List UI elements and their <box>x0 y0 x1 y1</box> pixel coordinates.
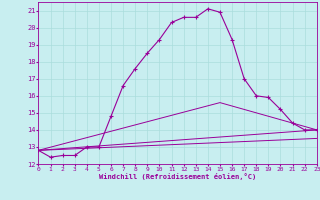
X-axis label: Windchill (Refroidissement éolien,°C): Windchill (Refroidissement éolien,°C) <box>99 173 256 180</box>
